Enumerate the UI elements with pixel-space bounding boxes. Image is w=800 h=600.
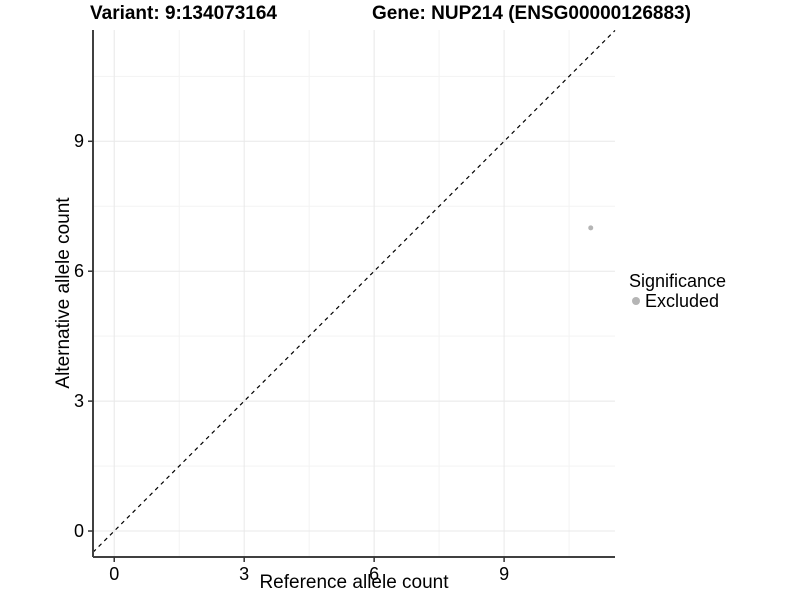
data-point <box>588 225 594 231</box>
gene-title: Gene: NUP214 (ENSG00000126883) <box>372 3 691 24</box>
variant-title: Variant: 9:134073164 <box>90 3 277 24</box>
y-tick-label: 0 <box>73 521 84 542</box>
legend-item-label: Excluded <box>645 291 720 311</box>
y-axis-title: Alternative allele count <box>53 197 74 389</box>
legend: Significance Excluded <box>629 271 726 311</box>
x-tick-label: 0 <box>109 564 120 584</box>
x-tick-label: 6 <box>369 564 380 584</box>
legend-key-dot-icon <box>632 297 640 305</box>
x-tick-label: 3 <box>239 564 250 584</box>
identity-dashed-line <box>92 30 616 553</box>
y-tick-label: 6 <box>73 261 84 282</box>
y-tick-label: 9 <box>73 131 84 152</box>
legend-title: Significance <box>629 271 727 291</box>
legend-item-excluded: Excluded <box>629 291 726 311</box>
x-tick-label: 9 <box>499 564 510 584</box>
y-tick-label: 3 <box>73 391 84 412</box>
x-axis-title: Reference allele count <box>259 572 449 593</box>
